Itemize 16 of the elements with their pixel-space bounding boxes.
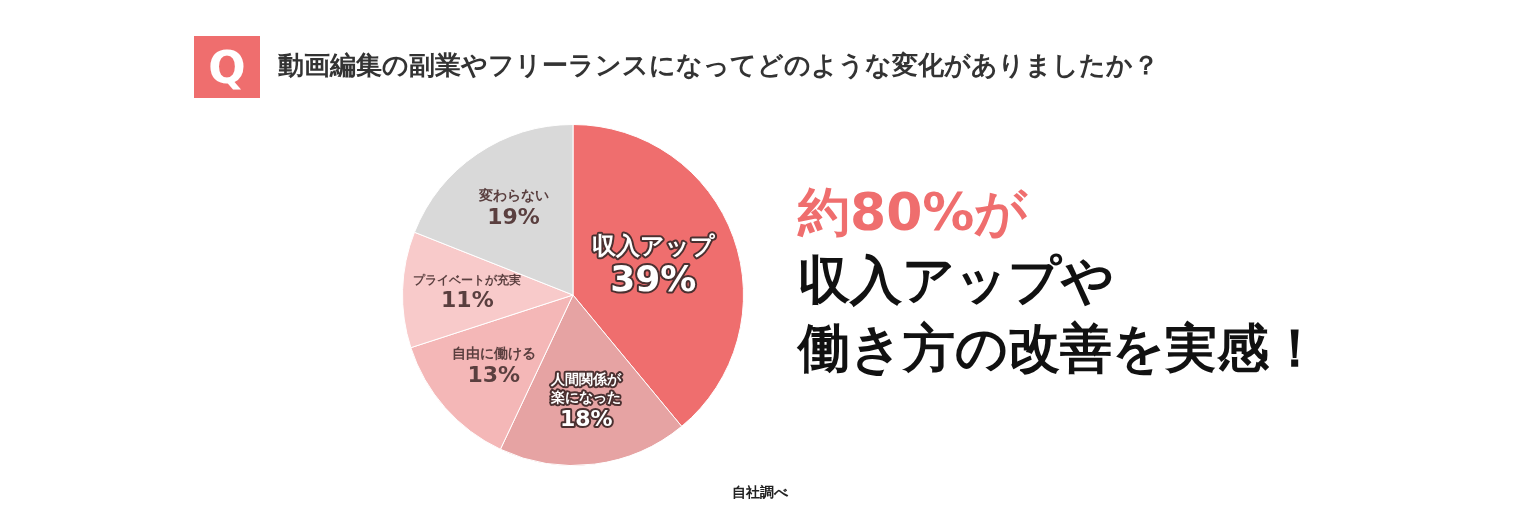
text: Q bbox=[194, 36, 260, 98]
data-label: 11% bbox=[441, 287, 494, 313]
slice-label: プライベートが充実 bbox=[413, 272, 522, 287]
chart-title: 動画編集の副業やフリーランスになってどのような変化がありましたか？ bbox=[278, 49, 1159, 82]
slice-label: 人間関係が楽になった bbox=[550, 370, 623, 405]
slice-label: 収入アップ bbox=[591, 232, 716, 261]
slice-label: 変わらない bbox=[477, 187, 549, 204]
slice-label: 自由に働ける bbox=[451, 344, 536, 361]
text: 収入アップや bbox=[798, 249, 1114, 312]
data-label: 19% bbox=[487, 204, 540, 230]
data-label: 39% bbox=[610, 258, 697, 300]
text: 約80%が bbox=[798, 181, 1028, 244]
data-label: 13% bbox=[467, 361, 521, 387]
text: 自社調べ bbox=[730, 484, 789, 502]
data-label: 18% bbox=[559, 405, 613, 431]
text: 働き方の改善を実感！ bbox=[798, 317, 1321, 380]
